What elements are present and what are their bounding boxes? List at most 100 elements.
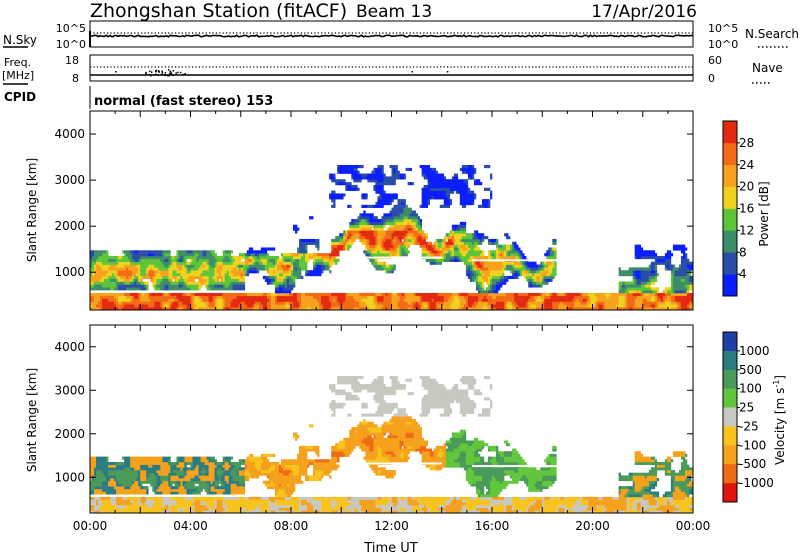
- power-cell: [377, 244, 380, 248]
- power-cell: [479, 250, 483, 254]
- power-cell: [502, 244, 505, 248]
- power-cell: [122, 284, 125, 288]
- power-cell: [530, 298, 533, 302]
- power-cell: [315, 298, 318, 302]
- power-cell: [445, 179, 449, 183]
- power-cell: [385, 244, 388, 248]
- power-cell: [471, 292, 475, 297]
- power-cell: [124, 267, 127, 271]
- power-cell: [387, 241, 390, 245]
- power-cell: [492, 267, 495, 271]
- power-cell: [431, 250, 435, 254]
- power-cell: [351, 165, 354, 169]
- power-cell: [465, 267, 469, 271]
- power-cell: [176, 267, 179, 271]
- power-cell: [467, 264, 471, 268]
- power-cell: [216, 264, 219, 268]
- power-cell: [242, 298, 246, 302]
- power-cell: [210, 258, 213, 262]
- power-cell: [443, 304, 447, 308]
- power-cell: [122, 281, 125, 285]
- power-cell: [284, 284, 288, 288]
- power-cell: [238, 258, 242, 262]
- power-cell: [425, 301, 428, 305]
- power-cell: [295, 253, 298, 257]
- power-cell: [393, 179, 396, 183]
- power-cell: [391, 173, 394, 177]
- power-cell: [413, 230, 416, 234]
- power-cell: [343, 170, 346, 174]
- power-cell: [411, 298, 414, 302]
- power-cell: [500, 281, 503, 285]
- power-cell: [498, 255, 501, 260]
- power-cell: [381, 247, 384, 251]
- power-cell: [132, 255, 135, 260]
- power-cell: [242, 304, 246, 308]
- power-cell: [114, 264, 117, 268]
- power-cell: [238, 301, 242, 305]
- power-cell: [487, 298, 491, 302]
- power-cell: [331, 258, 334, 262]
- power-cell: [554, 264, 557, 268]
- power-cell: [118, 301, 121, 305]
- power-cell: [202, 258, 205, 262]
- power-cell: [542, 264, 545, 268]
- power-cell: [92, 298, 95, 302]
- power-cell: [222, 298, 225, 302]
- power-cell: [112, 301, 115, 305]
- power-cell: [449, 295, 453, 299]
- power-cell: [520, 298, 523, 302]
- power-cell: [357, 227, 360, 231]
- power-cell: [118, 275, 121, 280]
- power-cell: [341, 304, 344, 308]
- power-cell: [395, 238, 398, 243]
- power-cell: [510, 307, 513, 311]
- power-cell: [339, 233, 342, 237]
- noise-right-label: N.Search: [745, 27, 799, 41]
- power-cell: [508, 301, 511, 305]
- power-cell: [441, 307, 445, 311]
- power-cell: [554, 292, 557, 297]
- power-cell: [353, 187, 356, 191]
- power-cell: [383, 253, 386, 257]
- power-cell: [343, 247, 346, 251]
- power-cell: [433, 247, 437, 251]
- power-cell: [415, 295, 418, 299]
- power-cell: [397, 298, 400, 302]
- power-cell: [184, 261, 187, 265]
- power-cell: [106, 255, 109, 260]
- power-cell: [122, 298, 125, 302]
- power-cell: [546, 273, 549, 277]
- power-cell: [250, 250, 254, 254]
- power-cell: [264, 295, 268, 299]
- power-cell: [431, 167, 435, 171]
- power-cell: [138, 255, 141, 260]
- power-cell: [218, 281, 221, 285]
- power-cell: [200, 304, 203, 308]
- power-cell: [158, 250, 161, 254]
- power-cell: [333, 199, 336, 203]
- power-cell: [331, 292, 334, 297]
- power-cell: [469, 253, 473, 257]
- power-cell: [196, 301, 199, 305]
- power-cell: [417, 219, 420, 223]
- power-cell: [282, 267, 286, 271]
- power-cell: [540, 295, 543, 299]
- power-cell: [455, 292, 459, 297]
- power-cell: [415, 230, 418, 234]
- power-cell: [433, 258, 437, 262]
- power-cell: [447, 236, 451, 240]
- power-cell: [244, 298, 248, 302]
- power-cell: [502, 264, 505, 268]
- power-cell: [116, 275, 119, 280]
- power-cell: [469, 295, 473, 299]
- power-cell: [226, 261, 229, 265]
- power-cell: [112, 258, 115, 262]
- power-cell: [333, 176, 336, 180]
- power-cell: [204, 275, 207, 280]
- power-cell: [449, 238, 453, 243]
- power-cell: [206, 270, 209, 274]
- power-cell: [262, 255, 266, 260]
- power-cell: [471, 255, 475, 260]
- power-cell: [359, 295, 362, 299]
